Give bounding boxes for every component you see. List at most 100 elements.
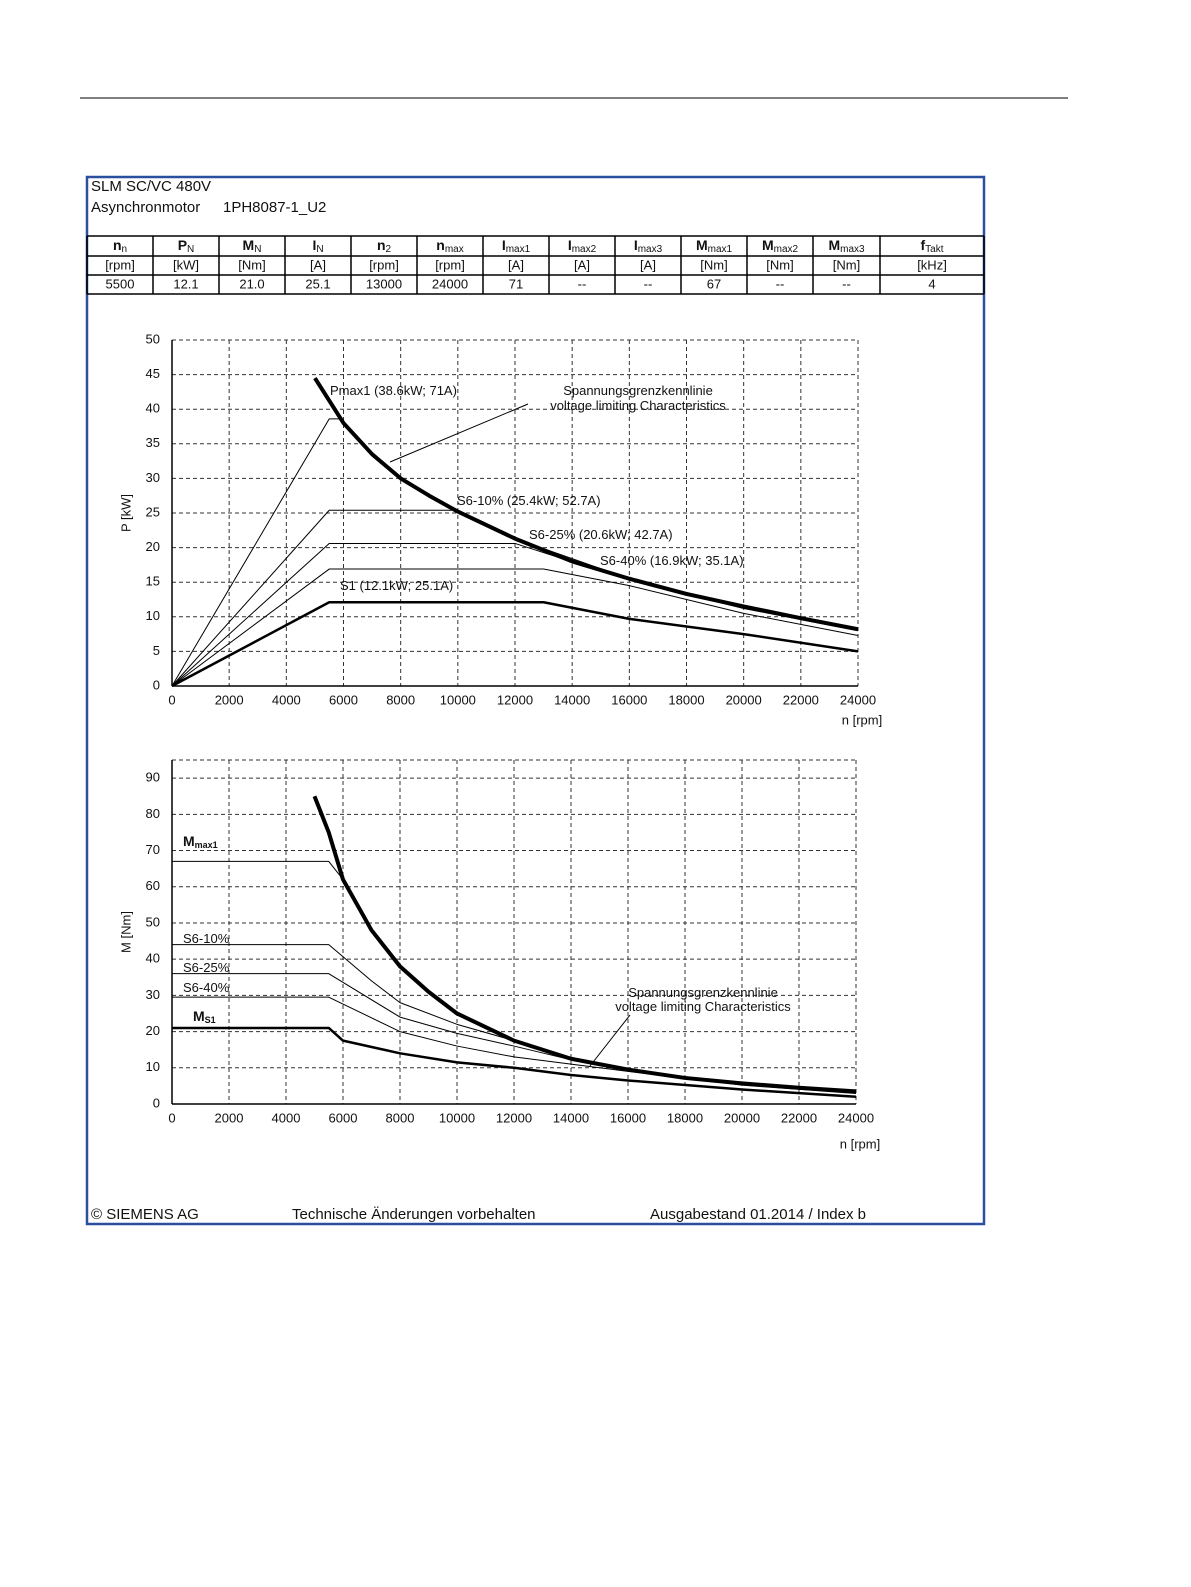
unit: [Nm] [833,257,860,272]
column-header: Mmax1 [696,237,733,255]
cell-value: 12.1 [173,276,198,291]
y-tick-label: 40 [146,401,160,416]
y-tick-label: 5 [153,643,160,658]
text-part: S6-40% [183,980,230,995]
annotation: voltage limiting Characteristics [615,999,791,1014]
series-line [172,944,515,1042]
y-tick-label: 30 [146,987,160,1002]
x-tick-label: 18000 [668,692,704,707]
y-tick-label: 45 [146,366,160,381]
text-part: N [187,244,194,255]
x-tick-label: 6000 [329,692,358,707]
text-part: n [377,237,386,253]
text-part: max3 [840,244,865,255]
column-header: MN [243,237,262,255]
x-tick-label: 10000 [440,692,476,707]
text-part: Takt [925,244,944,255]
y-tick-label: 35 [146,435,160,450]
text-part: max2 [774,244,799,255]
x-tick-label: 12000 [496,1110,532,1125]
series-line [172,996,857,1094]
y-tick-label: 50 [146,914,160,929]
x-tick-label: 4000 [272,692,301,707]
column-header: Imax2 [568,237,597,255]
series-line [171,568,859,687]
text-part: n [113,237,122,253]
y-tick-label: 90 [146,770,160,785]
text-part: S6-10% [183,931,230,946]
cell-value: -- [776,276,785,291]
text-part: n [436,237,445,253]
text-part: S1 (12.1kW; 25.1A) [340,578,453,593]
unit: [kW] [173,257,199,272]
text-part: voltage limiting Characteristics [550,398,726,413]
cell-value: 4 [928,276,935,291]
x-tick-label: 16000 [611,692,647,707]
x-tick-label: 14000 [554,692,590,707]
y-tick-label: 30 [146,470,160,485]
cell-value: -- [644,276,653,291]
series-line [172,973,857,1093]
cell-value: -- [842,276,851,291]
header-line: Asynchronmotor [91,199,200,216]
y-tick-label: 0 [153,1095,160,1110]
annotation: MS1 [193,1008,216,1026]
x-tick-label: 4000 [272,1110,301,1125]
y-tick-label: 60 [146,878,160,893]
x-tick-label: 22000 [783,692,819,707]
unit: [A] [574,257,590,272]
text-part: max1 [506,244,531,255]
series-line [172,1026,857,1099]
text-part: M [193,1008,205,1024]
text-part: n [122,244,128,255]
column-header: Mmax3 [828,237,865,255]
series-line [171,509,859,687]
annotation: Spannungsgrenzkennlinie [563,383,713,398]
y-tick-label: 20 [146,539,160,554]
text-part: M [828,237,840,253]
column-header: Imax3 [634,237,663,255]
y-tick-label: 0 [153,677,160,692]
text-part: max3 [638,244,663,255]
x-tick-label: 24000 [838,1110,874,1125]
text-part: Spannungsgrenzkennlinie [563,383,713,398]
x-tick-label: 18000 [667,1110,703,1125]
column-header: n2 [377,237,392,255]
frame [85,175,986,1226]
column-header: IN [312,237,323,255]
x-tick-label: 24000 [840,692,876,707]
column-header: Mmax2 [762,237,799,255]
y-tick-label: 50 [146,331,160,346]
annotation: S6-25% [183,960,230,975]
y-axis-label: P [kW] [118,494,133,532]
y-tick-label: 25 [146,504,160,519]
text-part: S6-40% (16.9kW; 35.1A) [600,553,744,568]
y-tick-label: 15 [146,574,160,589]
cell-value: 71 [509,276,523,291]
text-part: M [696,237,708,253]
annotation: S6-40% (16.9kW; 35.1A) [600,553,744,568]
series-line [171,601,859,688]
cell-value: 21.0 [239,276,264,291]
unit: [rpm] [369,257,399,272]
x-tick-label: 0 [168,1110,175,1125]
text-part: voltage limiting Characteristics [615,999,791,1014]
footer-text: Ausgabestand 01.2014 / Index b [650,1206,866,1223]
cell-value: -- [578,276,587,291]
text-part: max [445,244,464,255]
unit: [Nm] [700,257,727,272]
x-tick-label: 2000 [215,692,244,707]
y-tick-label: 40 [146,951,160,966]
x-tick-label: 20000 [726,692,762,707]
x-tick-label: 14000 [553,1110,589,1125]
x-tick-label: 10000 [439,1110,475,1125]
annotation: Pmax1 (38.6kW; 71A) [330,383,457,398]
column-header: nmax [436,237,463,255]
unit: [kHz] [917,257,947,272]
text-part: P [178,237,187,253]
text-part: M [243,237,255,253]
unit: [Nm] [238,257,265,272]
text-part: Spannungsgrenzkennlinie [628,985,778,1000]
